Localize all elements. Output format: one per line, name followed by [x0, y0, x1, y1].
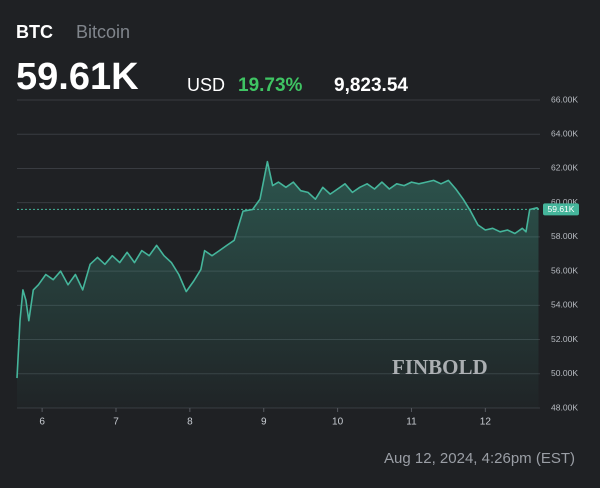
change-abs: 9,823.54 — [334, 75, 408, 96]
last-price-label: 59.61K — [548, 204, 575, 214]
x-tick-label: 11 — [406, 417, 417, 428]
price-line — [16, 160, 540, 379]
symbol: BTC — [16, 22, 53, 42]
change-pct: 19.73% — [238, 75, 303, 96]
x-tick-label: 8 — [187, 417, 193, 428]
last-price-box — [543, 203, 579, 216]
price: 59.61K — [16, 56, 139, 98]
y-tick-label: 52.00K — [551, 334, 578, 344]
y-tick-label: 58.00K — [551, 231, 578, 241]
watermark: FINBOLD — [392, 355, 488, 379]
y-tick-label: 54.00K — [551, 300, 578, 310]
y-tick-label: 50.00K — [551, 368, 578, 378]
x-tick-label: 10 — [332, 417, 344, 428]
asset-name: Bitcoin — [76, 22, 130, 42]
x-tick-label: 12 — [480, 417, 492, 428]
area — [17, 161, 539, 408]
timestamp: Aug 12, 2024, 4:26pm (EST) — [384, 450, 575, 467]
currency: USD — [187, 75, 225, 95]
y-tick-label: 56.00K — [551, 265, 578, 275]
x-tick-label: 7 — [113, 417, 119, 428]
y-tick-label: 64.00K — [551, 128, 578, 138]
x-tick-label: 9 — [261, 417, 267, 428]
y-tick-label: 60.00K — [551, 197, 578, 207]
x-tick-label: 6 — [39, 417, 45, 428]
y-tick-label: 62.00K — [551, 163, 578, 173]
y-tick-label: 66.00K — [551, 94, 578, 104]
y-tick-label: 48.00K — [551, 402, 578, 412]
